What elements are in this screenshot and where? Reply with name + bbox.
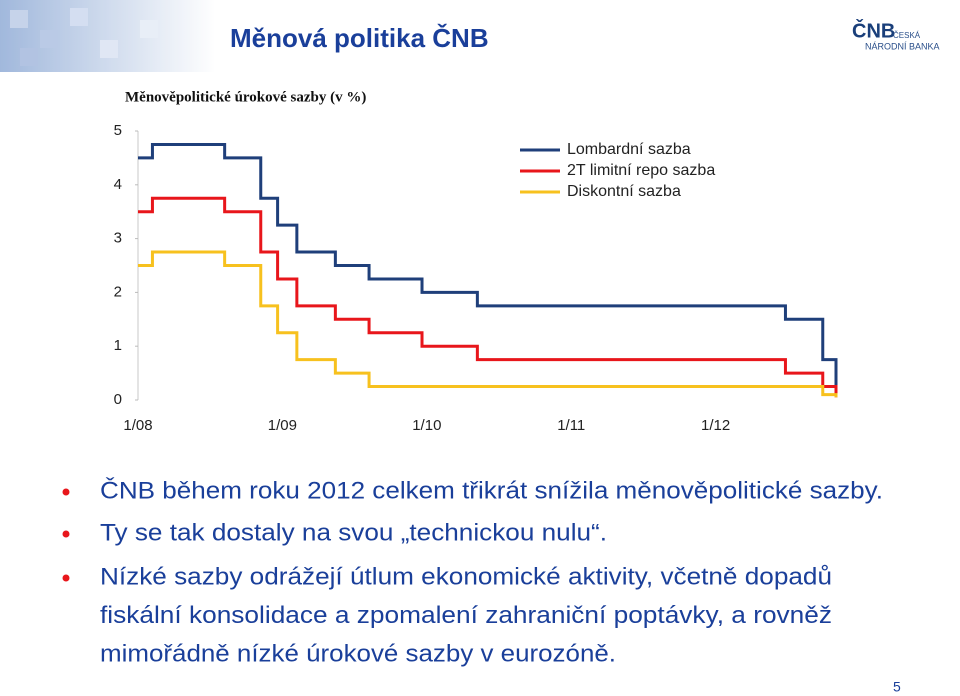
logo-short: ČNB: [852, 18, 895, 42]
rate-line: [138, 142, 838, 387]
bullet-text: fiskální konsolidace a zpomalení zahrani…: [100, 602, 832, 629]
logo-text: NÁRODNÍ BANKA: [865, 41, 940, 51]
bullet-dot: [62, 530, 70, 538]
y-tick-label: 4: [114, 176, 122, 193]
y-tick-label: 5: [114, 122, 122, 139]
chart-title: Měnověpolitické úrokové sazby (v %): [125, 89, 366, 105]
legend-label: 2T limitní repo sazba: [567, 162, 715, 179]
bullet-list: ČNB během roku 2012 celkem třikrát sníži…: [62, 476, 883, 667]
x-tick-label: 1/09: [268, 417, 297, 434]
chart: 0 1 2 3 4 5 1/08 1/09 1/10 1/11 1/12 Lombardní sazb…: [114, 122, 838, 434]
y-tick-label: 3: [114, 230, 122, 247]
rate-line: [138, 196, 838, 398]
y-tick-label: 0: [114, 391, 122, 408]
rate-line: [138, 250, 838, 398]
y-tick-label: 1: [114, 337, 122, 354]
legend-label: Lombardní sazba: [567, 141, 691, 158]
logo-text: ČESKÁ: [893, 31, 921, 40]
x-tick-label: 1/08: [123, 417, 152, 434]
header-decoration: [0, 0, 215, 72]
x-tick-label: 1/12: [701, 417, 730, 434]
logo: ČNB ČESKÁ NÁRODNÍ BANKA: [852, 18, 940, 51]
bullet-dot: [62, 574, 70, 582]
legend-label: Diskontní sazba: [567, 183, 681, 200]
page-number: 5: [893, 679, 901, 695]
slide-title: Měnová politika ČNB: [230, 23, 489, 53]
bullet-text: Ty se tak dostaly na svou „technickou nu…: [100, 519, 607, 546]
x-tick-label: 1/10: [412, 417, 441, 434]
y-tick-label: 2: [114, 283, 122, 300]
bullet-dot: [62, 488, 70, 496]
bullet-text: ČNB během roku 2012 celkem třikrát sníži…: [100, 476, 883, 504]
bullet-text: Nízké sazby odrážejí útlum ekonomické ak…: [100, 563, 832, 590]
x-tick-label: 1/11: [557, 417, 585, 434]
bullet-text: mimořádně nízké úrokové sazby v eurozóně…: [100, 640, 616, 667]
